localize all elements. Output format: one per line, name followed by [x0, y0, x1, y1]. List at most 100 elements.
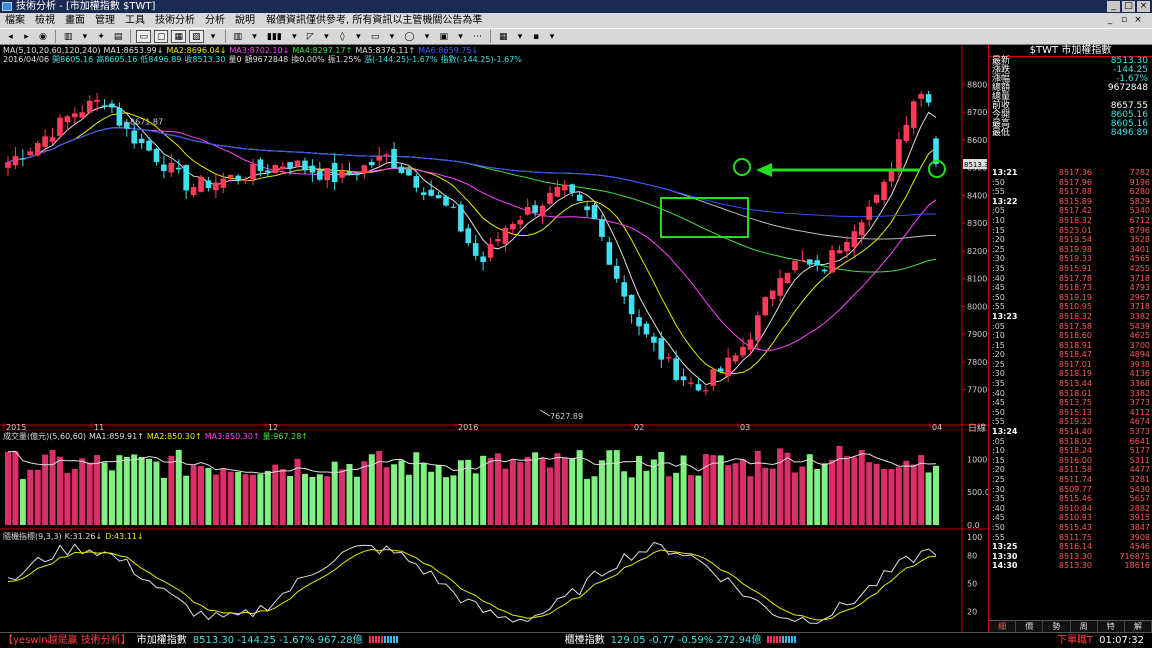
- toolbar-button[interactable]: ▮▮▮: [267, 32, 282, 42]
- tick-row[interactable]: :05 8517.58 5439: [989, 322, 1152, 332]
- tick-row[interactable]: :55 8517.88 6280: [989, 187, 1152, 197]
- tick-row[interactable]: :35 8515.46 5657: [989, 494, 1152, 504]
- tick-row[interactable]: :50 8515.43 3847: [989, 523, 1152, 533]
- tick-row[interactable]: :50 8517.96 9196: [989, 178, 1152, 188]
- chart-canvas[interactable]: 8800.08700.08600.08500.08400.08300.08200…: [0, 45, 988, 632]
- toolbar-button[interactable]: ▾: [549, 32, 555, 42]
- tick-row[interactable]: :10 8518.32 6712: [989, 216, 1152, 226]
- tick-row[interactable]: :25 8511.74 3281: [989, 475, 1152, 485]
- panel-tab[interactable]: 價: [1016, 621, 1044, 632]
- toolbar-button[interactable]: ▾: [82, 32, 88, 42]
- tick-row[interactable]: :10 8518.60 4625: [989, 331, 1152, 341]
- menu-view[interactable]: 檢視: [35, 15, 55, 26]
- candle-body: [220, 178, 227, 188]
- toolbar-button[interactable]: ▦: [498, 32, 508, 42]
- chart-area[interactable]: 8800.08700.08600.08500.08400.08300.08200…: [0, 45, 988, 632]
- tick-row[interactable]: :40 8518.01 3382: [989, 389, 1152, 399]
- toolbar-button[interactable]: ◸: [306, 32, 314, 42]
- tick-row[interactable]: :35 8515.91 4255: [989, 264, 1152, 274]
- tick-row[interactable]: :10 8518.24 5177: [989, 446, 1152, 456]
- tick-row[interactable]: 13:23 8518.32 3382: [989, 312, 1152, 322]
- tick-row[interactable]: :25 8519.98 3401: [989, 245, 1152, 255]
- toolbar-button[interactable]: ▾: [356, 32, 361, 42]
- tick-row[interactable]: :20 8519.54 3528: [989, 235, 1152, 245]
- toolbar-button[interactable]: ✦: [97, 32, 105, 42]
- tick-list[interactable]: 13:21 8517.36 7782:50 8517.96 9196:55 8517.88…: [989, 168, 1152, 571]
- toolbar-button[interactable]: ▾: [389, 32, 395, 42]
- toolbar-button[interactable]: ⋯: [472, 32, 482, 42]
- tick-row[interactable]: 13:21 8517.36 7782: [989, 168, 1152, 178]
- menu-file[interactable]: 檔案: [5, 15, 25, 26]
- toolbar-button[interactable]: ▾: [292, 32, 297, 42]
- menu-technical[interactable]: 技術分析: [155, 15, 195, 26]
- tick-row[interactable]: :20 8511.58 4477: [989, 465, 1152, 475]
- tick-row[interactable]: :45 8510.93 3915: [989, 513, 1152, 523]
- tick-row[interactable]: :15 8516.00 5311: [989, 456, 1152, 466]
- panel-tab[interactable]: 細: [989, 621, 1017, 632]
- toolbar-button[interactable]: ◂: [8, 32, 13, 42]
- toolbar-button[interactable]: ◯: [404, 32, 415, 42]
- toolbar-button[interactable]: ▾: [252, 32, 257, 42]
- panel-tab[interactable]: 解: [1125, 621, 1152, 632]
- toolbar-button[interactable]: ▾: [424, 32, 430, 42]
- panel-tab[interactable]: 周: [1071, 621, 1098, 632]
- tick-row[interactable]: 14:30 8513.30 18616: [989, 561, 1152, 571]
- status-index2-name[interactable]: 櫃檯指數: [564, 635, 605, 646]
- toolbar-button[interactable]: ▾: [458, 32, 463, 42]
- tick-row[interactable]: :45 8513.75 3773: [989, 398, 1152, 408]
- minimize-button[interactable]: _: [1107, 1, 1120, 12]
- toolbar-button[interactable]: ▦: [171, 30, 186, 43]
- toolbar-button[interactable]: ▾: [324, 32, 329, 42]
- tick-row[interactable]: :15 8518.91 3700: [989, 341, 1152, 351]
- tick-row[interactable]: :30 8509.77 5430: [989, 485, 1152, 495]
- menu-tools[interactable]: 工具: [125, 15, 145, 26]
- toolbar-button[interactable]: ▾: [517, 32, 523, 42]
- tick-row[interactable]: :55 8519.22 4674: [989, 417, 1152, 427]
- tick-row[interactable]: :50 8519.19 2967: [989, 293, 1152, 303]
- status-index1-name[interactable]: 市加權指數: [136, 635, 187, 646]
- toolbar-button[interactable]: ◉: [39, 32, 47, 42]
- toolbar-button[interactable]: ▥: [233, 32, 243, 42]
- tick-row[interactable]: :05 8518.02 6641: [989, 437, 1152, 447]
- toolbar-button[interactable]: ▾: [210, 32, 216, 42]
- tick-row[interactable]: :15 8523.01 8796: [989, 226, 1152, 236]
- maximize-button[interactable]: □: [1122, 1, 1135, 12]
- order-flag[interactable]: 下單職T: [1056, 635, 1094, 646]
- toolbar-button[interactable]: ▭: [370, 32, 380, 42]
- tick-row[interactable]: :20 8518.47 4894: [989, 350, 1152, 360]
- toolbar-button[interactable]: ▸: [24, 32, 29, 42]
- toolbar-button[interactable]: ▢: [153, 30, 169, 43]
- menu-screen[interactable]: 畫面: [65, 15, 85, 26]
- tick-row[interactable]: 13:30 8513.30 716875: [989, 552, 1152, 562]
- tick-row[interactable]: :25 8517.01 3938: [989, 360, 1152, 370]
- tick-row[interactable]: :40 8517.78 3718: [989, 274, 1152, 284]
- tick-row[interactable]: :30 8519.33 4565: [989, 254, 1152, 264]
- menu-analysis[interactable]: 分析: [205, 15, 225, 26]
- toolbar-button[interactable]: ▭: [136, 30, 151, 43]
- tick-row[interactable]: :55 8511.75 3908: [989, 533, 1152, 543]
- menu-manage[interactable]: 管理: [95, 15, 115, 26]
- toolbar-button[interactable]: ▨: [188, 30, 204, 43]
- tick-row[interactable]: :50 8515.13 4112: [989, 408, 1152, 418]
- menu-help[interactable]: 說明: [235, 15, 255, 26]
- panel-tab[interactable]: 勢: [1043, 621, 1071, 632]
- toolbar-button[interactable]: ▤: [113, 32, 123, 42]
- toolbar-button[interactable]: ▥: [63, 32, 73, 42]
- doc-close-button[interactable]: ×: [1134, 15, 1142, 25]
- toolbar-button[interactable]: ▪: [532, 32, 540, 42]
- tick-row[interactable]: 13:22 8515.89 5829: [989, 197, 1152, 207]
- close-button[interactable]: ×: [1137, 1, 1150, 12]
- tick-row[interactable]: :35 8513.44 3368: [989, 379, 1152, 389]
- toolbar-button[interactable]: ▣: [439, 32, 448, 42]
- tick-row[interactable]: :55 8510.95 3718: [989, 302, 1152, 312]
- tick-row[interactable]: :30 8518.19 4136: [989, 369, 1152, 379]
- toolbar-button[interactable]: ◊: [340, 32, 345, 42]
- panel-tab[interactable]: 特: [1098, 621, 1125, 632]
- tick-row[interactable]: 13:24 8514.40 5373: [989, 427, 1152, 437]
- tick-row[interactable]: :05 8517.42 5340: [989, 206, 1152, 216]
- tick-row[interactable]: :40 8510.84 2882: [989, 504, 1152, 514]
- tick-row[interactable]: :45 8518.73 4793: [989, 283, 1152, 293]
- doc-restore-button[interactable]: ▫: [1120, 15, 1128, 25]
- doc-minimize-button[interactable]: _: [1107, 15, 1113, 25]
- tick-row[interactable]: 13:25 8516.14 4546: [989, 542, 1152, 552]
